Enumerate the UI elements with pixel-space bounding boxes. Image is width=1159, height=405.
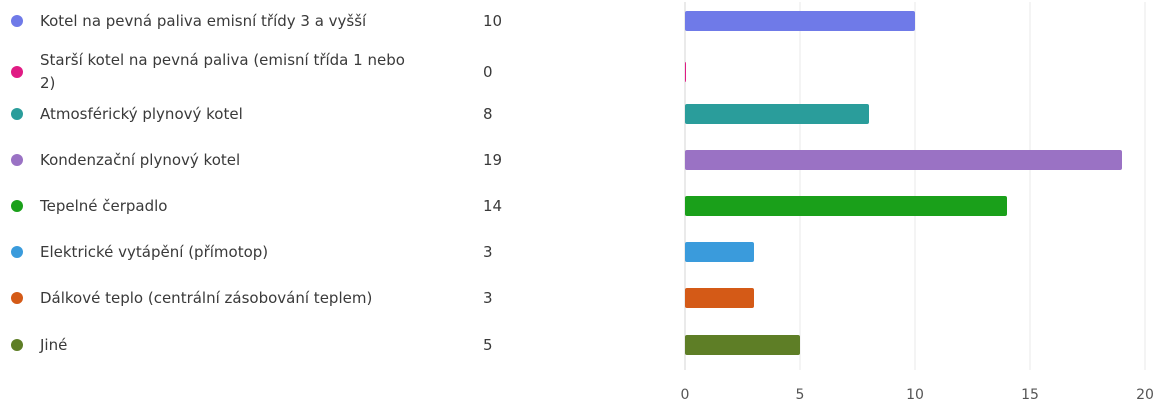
category-label: Atmosférický plynový kotel — [40, 105, 243, 123]
category-label: Kondenzační plynový kotel — [40, 151, 241, 169]
legend-dot — [11, 292, 23, 304]
category-label: Jiné — [40, 336, 68, 354]
count-label: 14 — [483, 197, 503, 215]
count-label: 19 — [483, 151, 503, 169]
category-label: Dálkové teplo (centrální zásobování tepl… — [40, 289, 373, 307]
x-tick-label: 0 — [681, 387, 690, 403]
count-label: 0 — [483, 63, 493, 81]
category-label: Tepelné čerpadlo — [40, 197, 168, 215]
bar — [685, 242, 754, 262]
bar — [685, 335, 800, 355]
count-label: 3 — [483, 243, 493, 261]
category-label: Kotel na pevná paliva emisní třídy 3 a v… — [40, 12, 367, 30]
x-tick-label: 20 — [1136, 387, 1154, 403]
legend-dot — [11, 154, 23, 166]
x-tick-label: 15 — [1021, 387, 1039, 403]
x-tick-label: 10 — [906, 387, 924, 403]
category-label: Starší kotel na pevná paliva (emisní tří… — [40, 51, 405, 92]
legend-dot — [11, 339, 23, 351]
bar — [685, 104, 869, 124]
bar — [685, 11, 915, 31]
count-label: 5 — [483, 336, 493, 354]
legend-dot — [11, 15, 23, 27]
count-label: 10 — [483, 12, 503, 30]
bar — [685, 288, 754, 308]
count-label: 3 — [483, 289, 493, 307]
legend-dot — [11, 66, 23, 78]
bar — [685, 196, 1007, 216]
count-label: 8 — [483, 105, 493, 123]
legend-dot — [11, 108, 23, 120]
x-tick-label: 5 — [796, 387, 805, 403]
bar — [685, 62, 686, 82]
bar — [685, 150, 1122, 170]
legend-dot — [11, 246, 23, 258]
legend-dot — [11, 200, 23, 212]
category-label: Elektrické vytápění (přímotop) — [40, 243, 269, 261]
